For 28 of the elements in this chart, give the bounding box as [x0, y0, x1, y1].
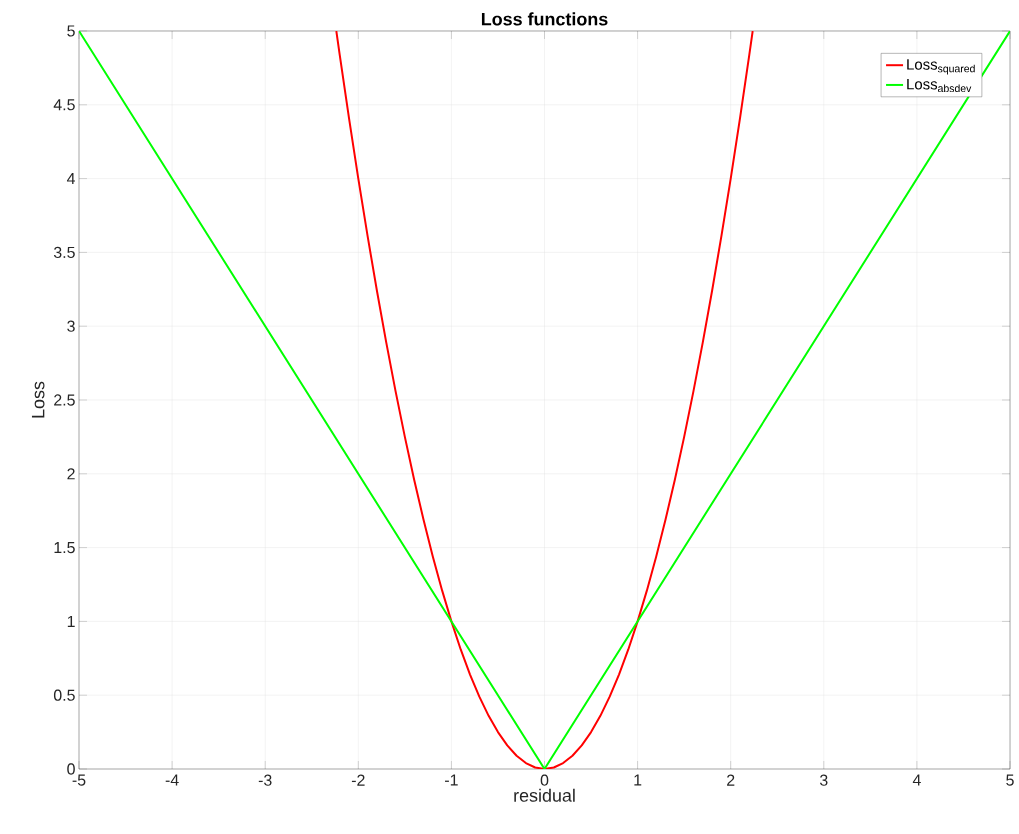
x-axis-title: residual [514, 788, 575, 802]
x-tick-label: -1 [445, 774, 458, 786]
x-tick-label: -2 [351, 774, 365, 786]
y-tick-label: 3.5 [53, 246, 75, 259]
y-tick-label: 1 [67, 615, 75, 627]
x-tick-label: 3 [819, 774, 828, 786]
x-tick-label: 1 [634, 774, 642, 786]
y-tick-label: 5 [67, 25, 75, 37]
y-tick-label: 1.5 [54, 542, 75, 554]
y-axis-title: Loss [31, 381, 45, 418]
y-tick-label: 4 [66, 173, 76, 185]
legend-label: Loss$_{absdev}$ [907, 79, 972, 93]
x-tick-label: -5 [72, 774, 86, 786]
x-tick-label: -4 [165, 774, 179, 786]
y-tick-label: 0 [67, 763, 75, 775]
legend-label: Loss$_{squared}$ [907, 59, 975, 75]
x-tick-label: 5 [1006, 774, 1014, 786]
y-tick-label: 4.5 [53, 99, 75, 111]
y-tick-label: 2.5 [54, 394, 75, 406]
y-tick-label: 2 [67, 468, 75, 480]
y-tick-label: 3 [67, 320, 75, 332]
y-tick-label: 0.5 [53, 689, 75, 701]
chart-title: Loss functions [481, 12, 608, 26]
x-tick-label: -3 [258, 774, 272, 786]
line-series [335, 31, 754, 769]
x-tick-label: 4 [912, 774, 921, 786]
x-tick-label: 0 [540, 774, 549, 786]
x-tick-label: 2 [727, 774, 735, 786]
